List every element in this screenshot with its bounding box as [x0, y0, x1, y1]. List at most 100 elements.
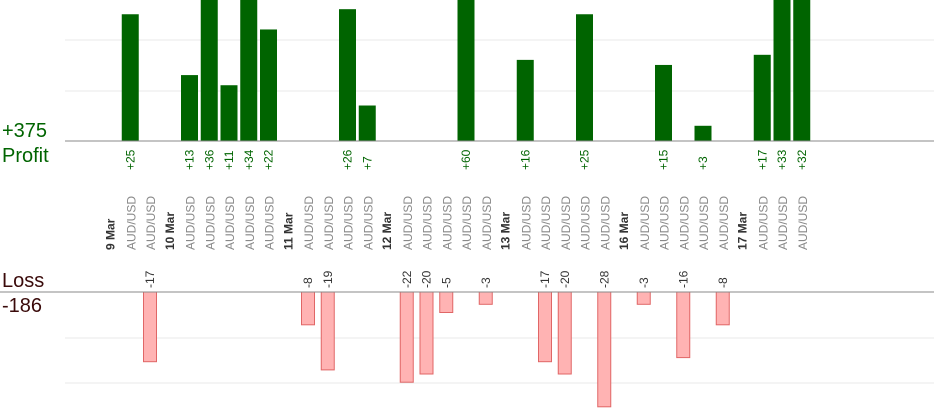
symbol-label: AUD/USD — [519, 196, 533, 250]
date-label: 17 Mar — [736, 212, 750, 250]
profit-value-label: +22 — [262, 149, 276, 170]
loss-bar — [320, 291, 335, 371]
symbol-label: AUD/USD — [421, 196, 435, 250]
loss-value-label: -20 — [420, 270, 434, 288]
profit-value-label: +17 — [755, 149, 769, 170]
axes-layer — [0, 140, 934, 293]
profit-value-label: +33 — [775, 149, 789, 170]
symbol-label: AUD/USD — [243, 196, 257, 250]
symbol-label: AUD/USD — [460, 196, 474, 250]
symbol-label: AUD/USD — [144, 196, 158, 250]
loss-total: -186 — [2, 295, 43, 317]
symbol-label: AUD/USD — [638, 196, 652, 250]
profit-bar — [121, 14, 139, 141]
loss-bar — [439, 291, 454, 313]
profit-bar — [200, 0, 218, 141]
loss-value-label: -22 — [400, 270, 414, 288]
symbol-label: AUD/USD — [598, 196, 612, 250]
loss-value-label: -17 — [143, 270, 157, 288]
loss-value-label: -16 — [676, 270, 690, 288]
symbol-label: AUD/USD — [322, 196, 336, 250]
profit-bar — [793, 0, 811, 141]
profit-total: +375 — [2, 120, 48, 142]
profit-bar — [220, 85, 238, 141]
profit-bar — [753, 54, 771, 142]
symbol-label: AUD/USD — [342, 196, 356, 250]
profit-value-label: +25 — [578, 149, 592, 170]
date-label: 12 Mar — [380, 212, 394, 250]
profit-value-label: +60 — [459, 149, 473, 170]
date-label: 13 Mar — [499, 212, 513, 250]
loss-bar — [301, 291, 315, 326]
loss-label: Loss — [2, 270, 45, 292]
loss-bar — [557, 291, 572, 375]
loss-value-label: -3 — [479, 277, 493, 288]
symbol-label: AUD/USD — [677, 196, 691, 250]
symbol-label: AUD/USD — [579, 196, 593, 250]
symbol-label: AUD/USD — [559, 196, 573, 250]
loss-bar — [143, 291, 157, 363]
symbol-label: AUD/USD — [717, 196, 731, 250]
symbol-label: AUD/USD — [658, 196, 672, 250]
loss-bar — [538, 291, 552, 363]
profit-value-label: +15 — [657, 149, 671, 170]
date-label: 11 Mar — [281, 212, 295, 250]
loss-bar — [399, 291, 414, 383]
loss-bar — [597, 291, 612, 408]
profit-bar — [773, 0, 791, 141]
profit-bar — [240, 0, 258, 141]
profit-value-label: +34 — [242, 149, 256, 170]
profit-bar — [358, 105, 376, 141]
profit-value-label: +7 — [360, 156, 374, 170]
loss-value-label: -8 — [301, 277, 315, 288]
profit-label: Profit — [2, 145, 49, 167]
profit-value-label: +16 — [518, 149, 532, 170]
symbol-label: AUD/USD — [776, 196, 790, 250]
profit-bar — [655, 64, 672, 141]
loss-bar — [478, 291, 493, 305]
date-label: 10 Mar — [163, 212, 177, 250]
symbol-label: AUD/USD — [223, 196, 237, 250]
loss-bar — [419, 291, 434, 375]
loss-value-label: -19 — [321, 270, 335, 288]
profit-value-label: +26 — [341, 149, 355, 170]
loss-value-label: -3 — [637, 277, 651, 288]
profit-bar — [516, 59, 534, 141]
symbol-label: AUD/USD — [203, 196, 217, 250]
loss-value-label: -20 — [558, 270, 572, 288]
symbol-label: AUD/USD — [401, 196, 415, 250]
profit-value-label: +3 — [696, 156, 710, 170]
loss-bar — [715, 291, 730, 326]
profit-value-label: +13 — [183, 149, 197, 170]
symbol-label: AUD/USD — [263, 196, 277, 250]
symbol-label: AUD/USD — [697, 196, 711, 250]
symbol-label: AUD/USD — [539, 196, 553, 250]
loss-bar — [676, 291, 691, 359]
date-label: 9 Mar — [104, 218, 118, 250]
profit-bar — [181, 75, 198, 141]
loss-value-label: -8 — [716, 277, 730, 288]
symbol-label: AUD/USD — [361, 196, 375, 250]
profit-bar — [339, 9, 356, 142]
symbol-label: AUD/USD — [124, 196, 138, 250]
loss-bar — [636, 291, 651, 305]
profit-bar — [260, 29, 277, 141]
bars-layer — [121, 0, 811, 408]
loss-value-label: -5 — [439, 277, 453, 288]
profit-bar — [457, 0, 475, 141]
date-label: 16 Mar — [617, 212, 631, 250]
symbol-label: AUD/USD — [796, 196, 810, 250]
profit-value-label: +32 — [795, 149, 809, 170]
profit-value-label: +11 — [222, 150, 236, 170]
symbol-label: AUD/USD — [440, 196, 454, 250]
symbol-label: AUD/USD — [480, 196, 494, 250]
loss-value-label: -28 — [597, 270, 611, 288]
symbol-label: AUD/USD — [302, 196, 316, 250]
profit-value-label: +25 — [123, 149, 137, 170]
labels-layer: 9 Mar AUD/USD +25 AUD/USD -17 10 Mar AUD/USD +1… — [104, 149, 810, 288]
loss-value-label: -17 — [538, 270, 552, 288]
profit-bar — [576, 14, 593, 141]
symbol-label: AUD/USD — [184, 196, 198, 250]
profit-bar — [694, 125, 712, 141]
